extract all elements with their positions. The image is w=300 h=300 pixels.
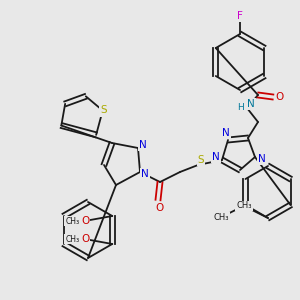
Text: O: O xyxy=(156,203,164,213)
Text: F: F xyxy=(237,11,243,21)
Text: O: O xyxy=(81,216,89,226)
Text: CH₃: CH₃ xyxy=(214,212,229,221)
Text: N: N xyxy=(139,140,147,150)
Text: O: O xyxy=(81,234,89,244)
Text: N: N xyxy=(212,152,220,162)
Text: CH₃: CH₃ xyxy=(65,217,79,226)
Text: S: S xyxy=(198,155,204,165)
Text: S: S xyxy=(100,106,107,116)
Text: N: N xyxy=(141,169,149,179)
Text: H: H xyxy=(237,103,243,112)
Text: CH₃: CH₃ xyxy=(65,235,79,244)
Text: O: O xyxy=(276,92,284,102)
Text: N: N xyxy=(222,128,230,138)
Text: N: N xyxy=(247,99,255,109)
Text: CH₃: CH₃ xyxy=(236,202,252,211)
Text: N: N xyxy=(258,154,266,164)
